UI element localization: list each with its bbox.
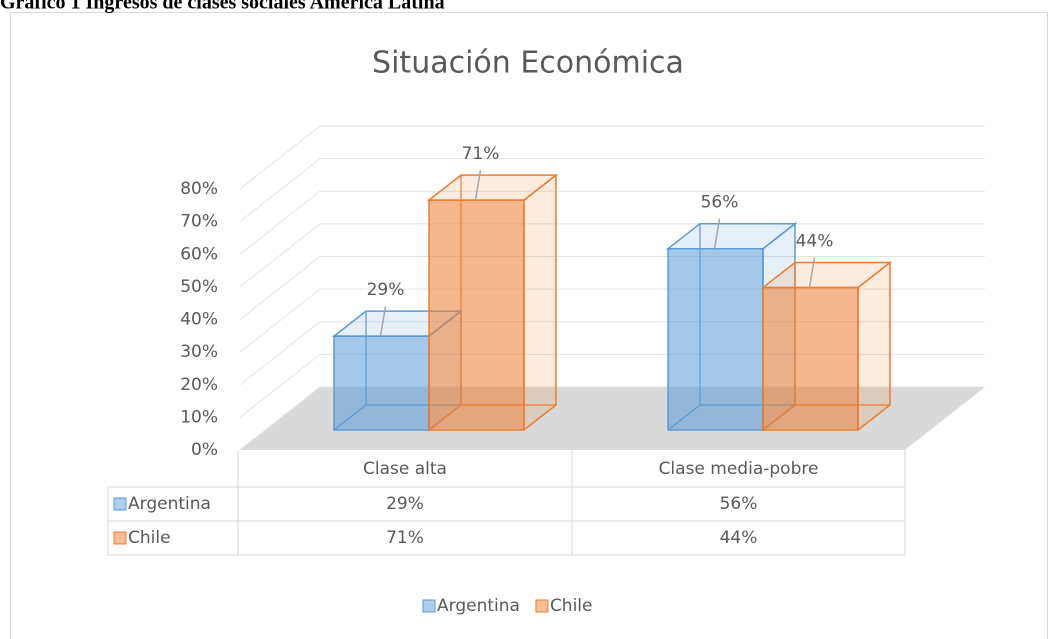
- bar: [762, 286, 859, 431]
- data-label: 29%: [367, 280, 405, 300]
- grid-line: [239, 125, 985, 190]
- y-tick-label: 0%: [191, 440, 218, 460]
- table-row-label: Argentina: [128, 494, 211, 514]
- data-label: 44%: [796, 232, 834, 252]
- y-tick-label: 10%: [180, 407, 218, 427]
- y-tick-label: 30%: [180, 342, 218, 362]
- table-cell: 29%: [386, 494, 424, 514]
- legend-label: Chile: [550, 596, 593, 616]
- data-label: 71%: [462, 144, 500, 164]
- y-tick-label: 60%: [180, 244, 218, 264]
- x-tick-label: Clase alta: [363, 459, 447, 479]
- leader-line: [808, 257, 816, 288]
- bar: [333, 335, 430, 431]
- y-tick-label: 40%: [180, 310, 218, 330]
- bar-top: [665, 222, 798, 250]
- grid-line: [239, 158, 985, 223]
- legend-label: Argentina: [437, 596, 520, 616]
- leader-line: [379, 305, 387, 337]
- leader-line: [474, 170, 482, 201]
- legend-key: [535, 599, 549, 613]
- y-tick-label: 20%: [180, 375, 218, 395]
- table-row-label: Chile: [128, 528, 171, 548]
- bar-top: [426, 174, 559, 201]
- bar: [428, 199, 525, 431]
- x-tick-label: Clase media-pobre: [659, 459, 819, 479]
- chart-frame: [10, 12, 1048, 639]
- chart-title: Situación Económica: [372, 46, 684, 81]
- table-cell: 71%: [386, 528, 424, 548]
- bar: [667, 247, 764, 431]
- grid-line: [239, 190, 985, 255]
- table-key: [113, 497, 127, 511]
- bar-top: [760, 261, 893, 289]
- y-tick-label: 80%: [180, 179, 218, 199]
- leader-line: [713, 218, 721, 249]
- caption: Gráfico 1 Ingresos de clases sociales Am…: [0, 0, 445, 14]
- table-cell: 44%: [720, 528, 758, 548]
- y-tick-label: 70%: [180, 212, 218, 232]
- table-key: [113, 531, 127, 545]
- data-label: 56%: [701, 193, 739, 213]
- bar-side: [523, 173, 557, 432]
- y-tick-label: 50%: [180, 277, 218, 297]
- table-cell: 56%: [720, 494, 758, 514]
- legend-key: [422, 599, 436, 613]
